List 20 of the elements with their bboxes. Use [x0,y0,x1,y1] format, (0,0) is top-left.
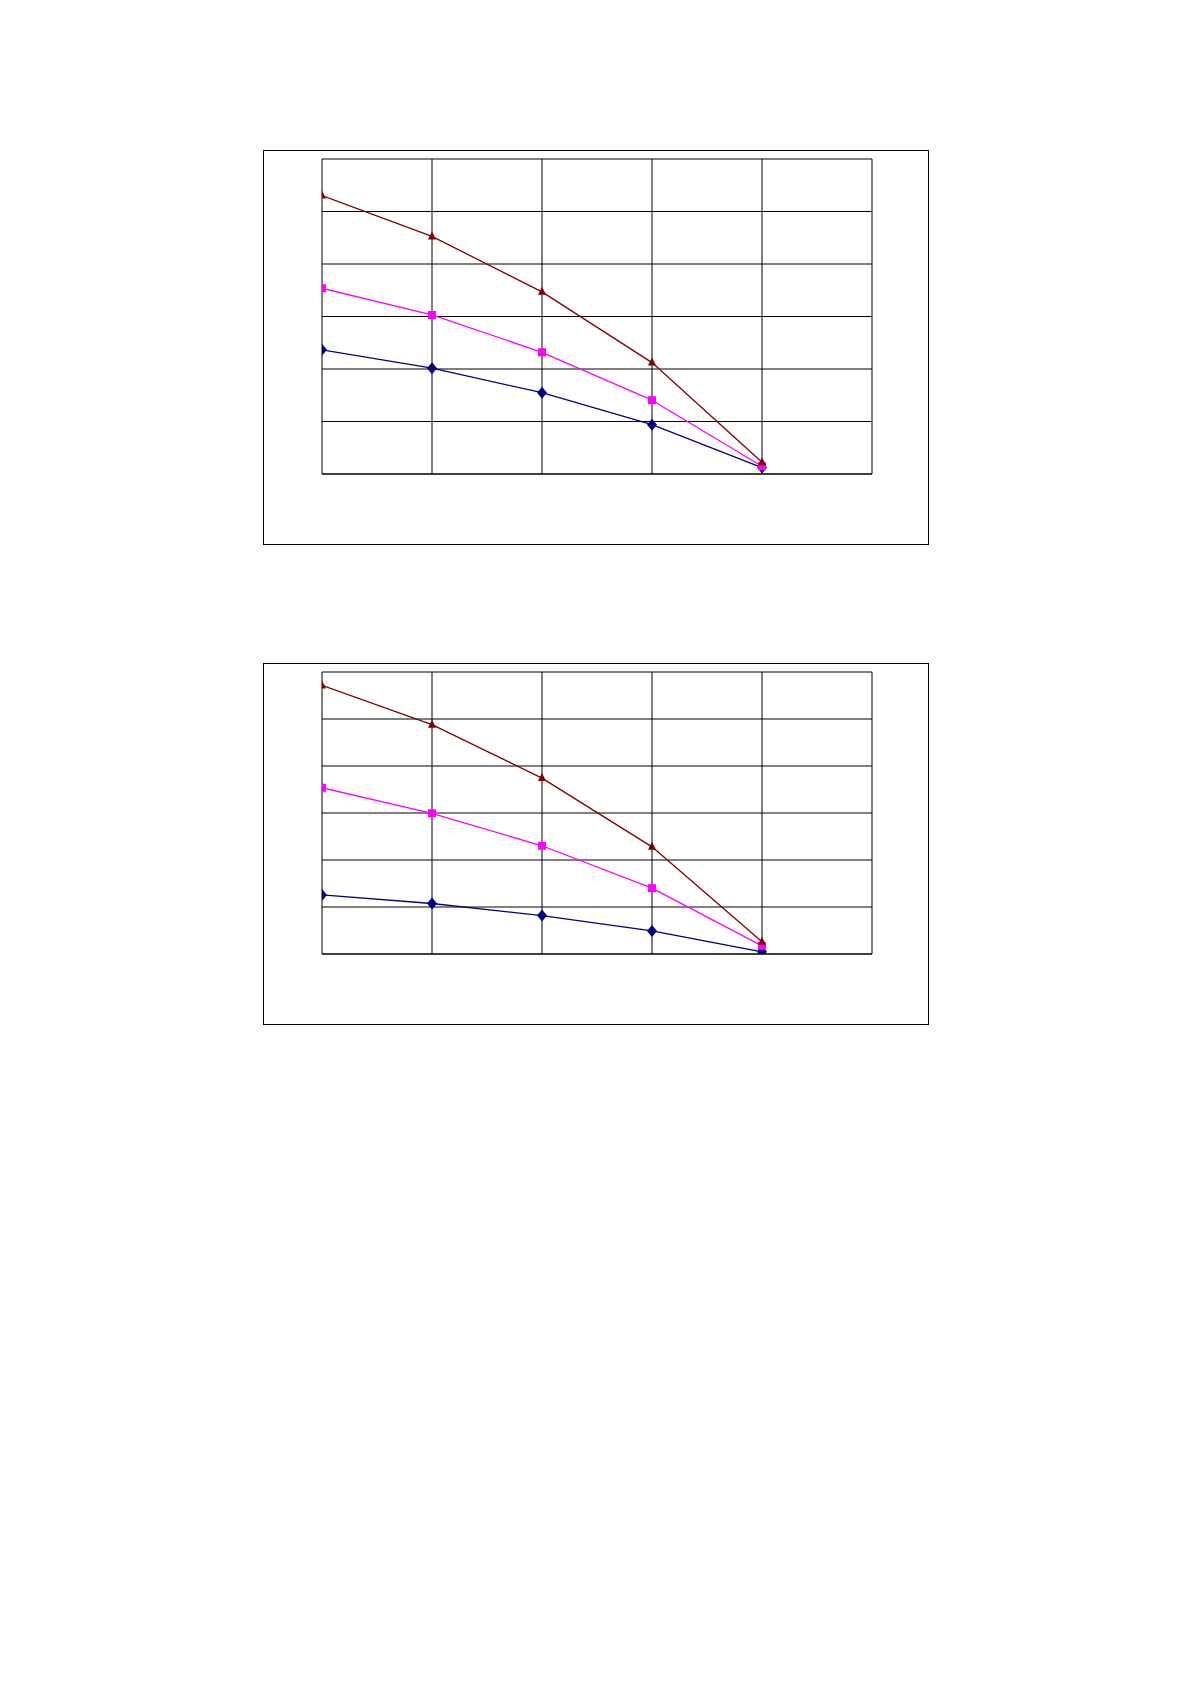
point [647,924,657,937]
point [648,841,656,850]
point [538,773,546,782]
point [538,286,546,295]
point [428,231,436,240]
point [428,310,436,319]
point [537,909,547,922]
point [648,884,656,893]
point [648,357,656,366]
point [648,396,656,405]
point [647,418,657,431]
point [538,348,546,357]
point [428,809,436,818]
point [537,386,547,399]
point [428,719,436,728]
point [427,362,437,375]
point [758,457,766,466]
point [427,897,437,910]
point [538,841,546,850]
point [758,936,766,945]
